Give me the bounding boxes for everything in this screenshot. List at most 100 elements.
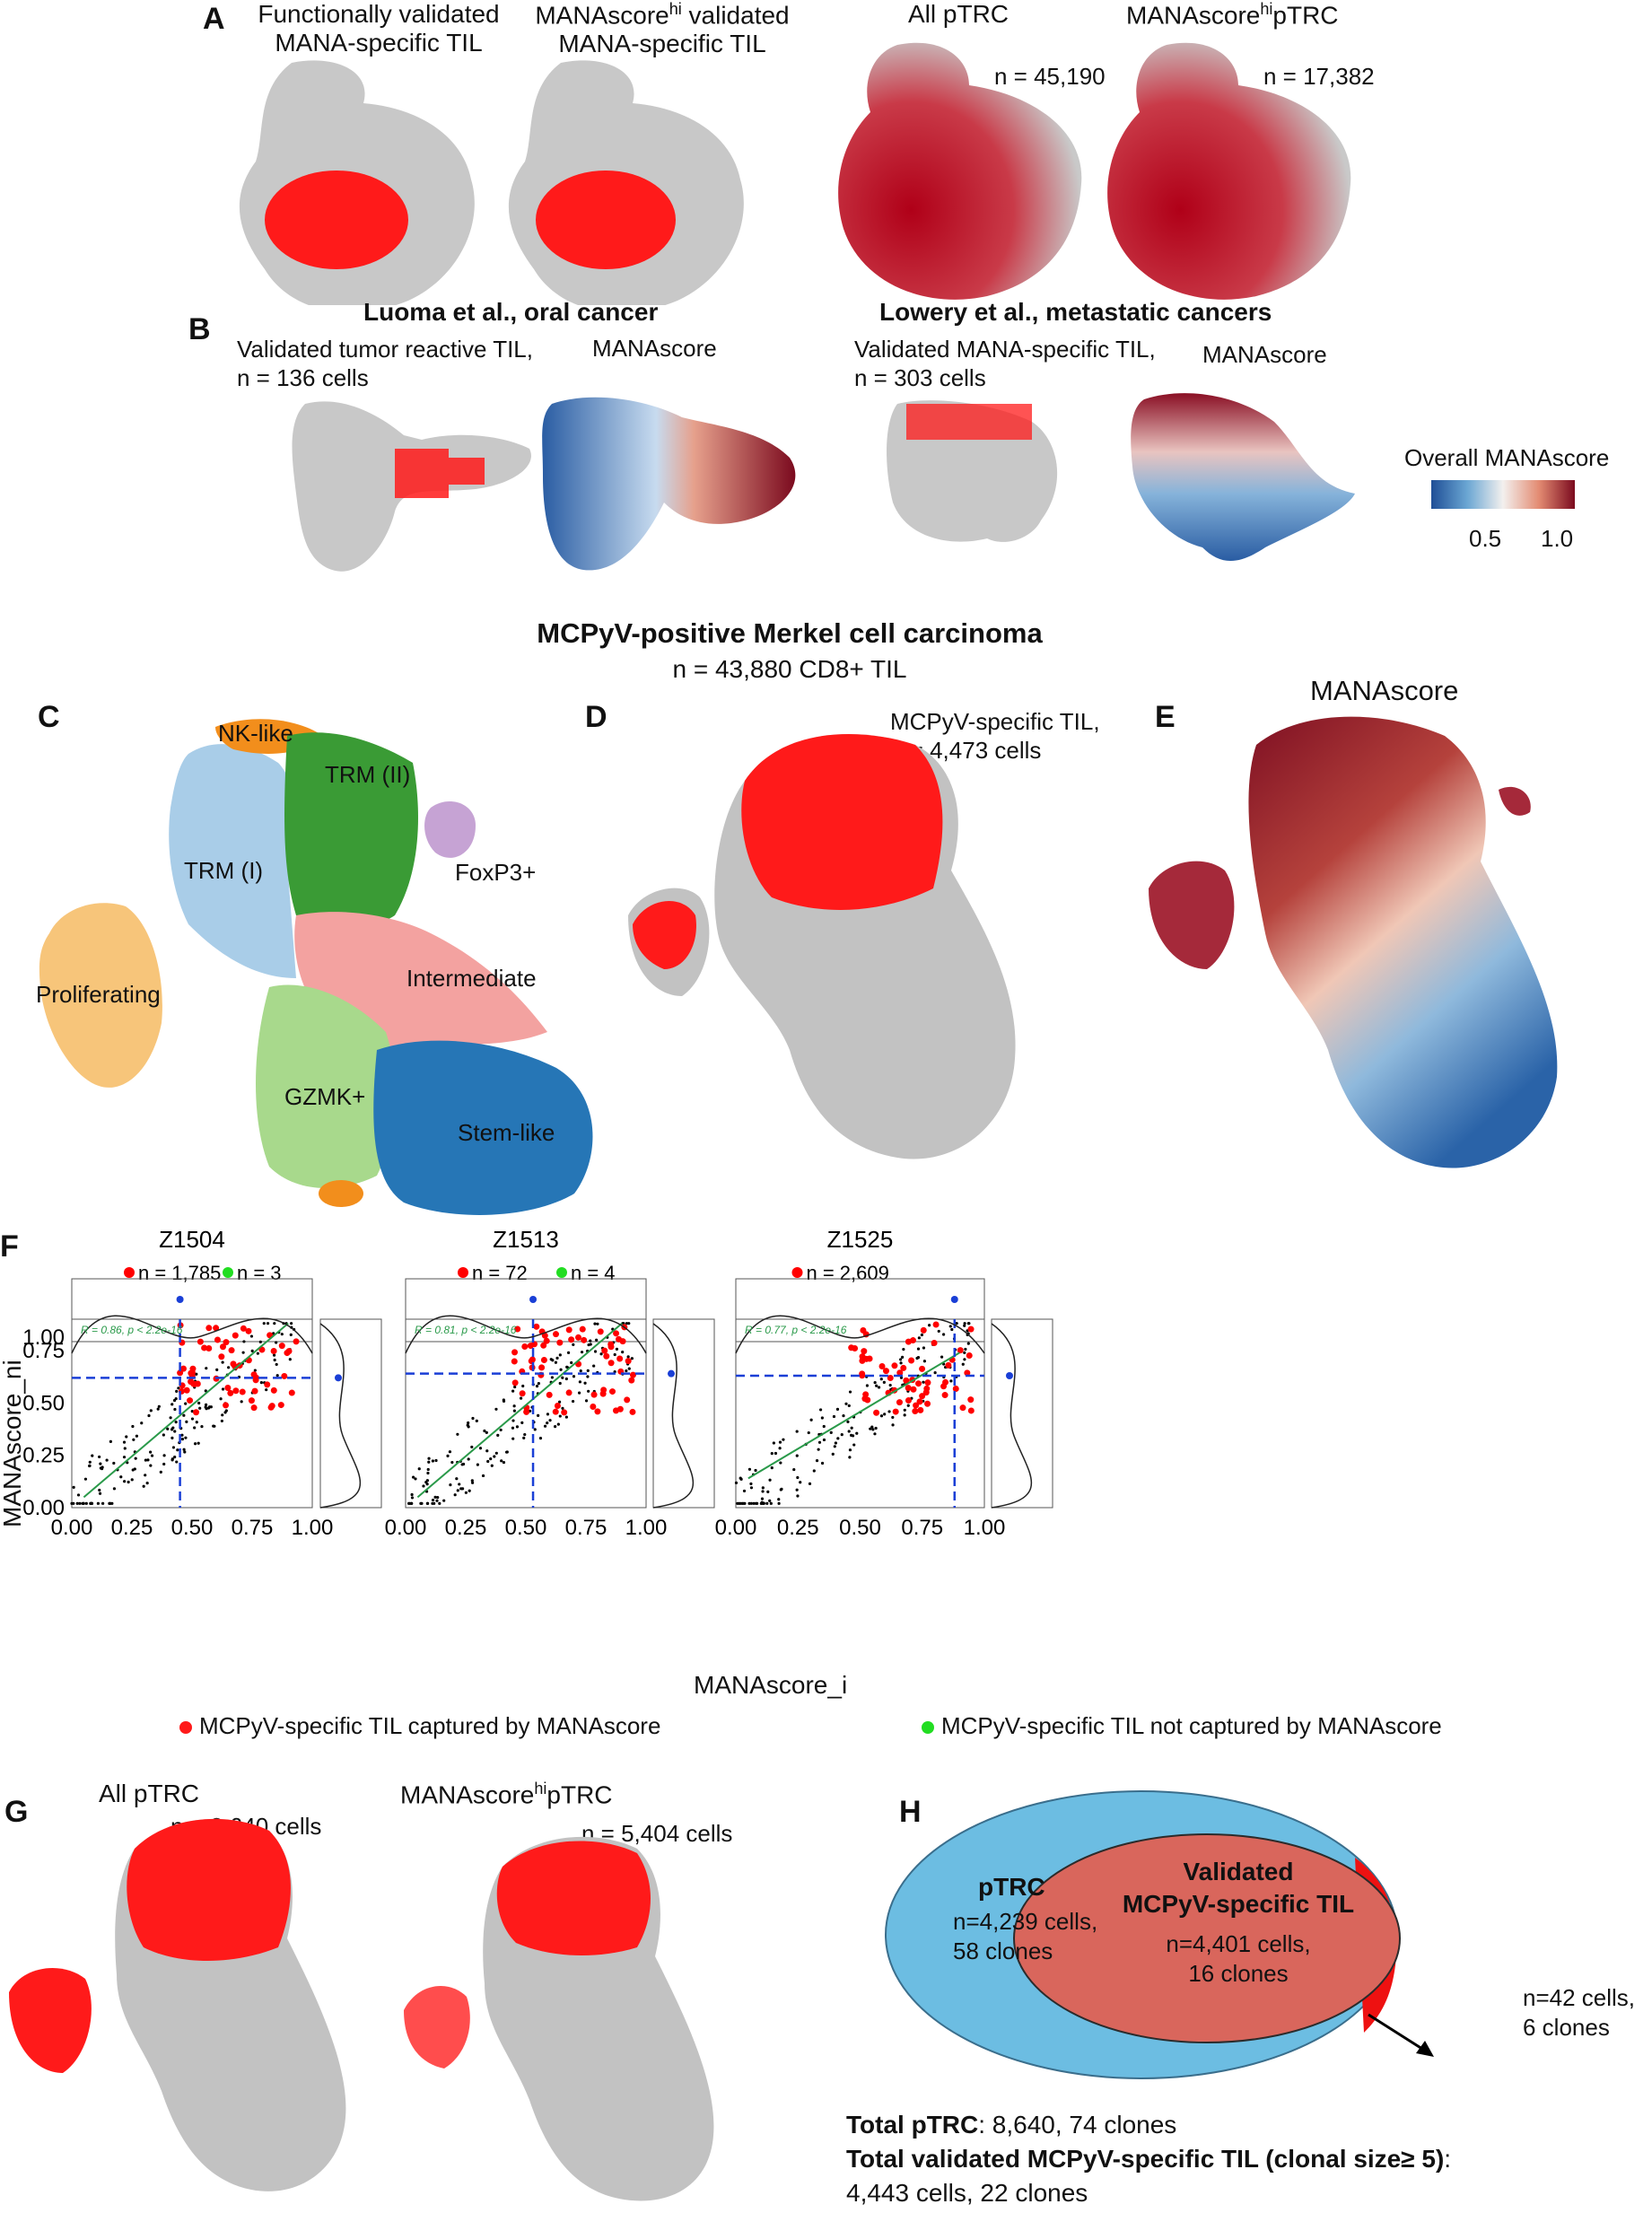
- f-side-density-box-1: [652, 1318, 715, 1509]
- f-point-other: [822, 1424, 826, 1429]
- f-point-other: [132, 1438, 135, 1441]
- f-point-other: [849, 1433, 853, 1437]
- f-point-other: [967, 1322, 971, 1325]
- f-point-captured: [916, 1398, 923, 1405]
- f-point-other: [190, 1417, 195, 1421]
- f-point-other: [782, 1438, 785, 1441]
- f-point-captured: [270, 1347, 277, 1354]
- legend-captured-marker: [179, 1721, 192, 1734]
- f-point-other: [865, 1384, 870, 1387]
- f-point-other: [869, 1427, 872, 1430]
- f-point-other: [170, 1428, 174, 1431]
- f-annotation-2: R = 0.77, p < 2.2e-16: [745, 1324, 847, 1336]
- cluster-gzmk: GZMK+: [284, 1083, 366, 1110]
- f-point-captured: [859, 1353, 866, 1360]
- f-point-other: [197, 1401, 201, 1405]
- g2-sup: hi: [534, 1780, 547, 1798]
- f-point-other: [88, 1464, 92, 1468]
- f-point-other: [422, 1484, 425, 1488]
- f-point-captured: [538, 1364, 546, 1371]
- h-outside-counts: n=42 cells, 6 clones: [1523, 1983, 1635, 2042]
- f-point-captured: [966, 1351, 973, 1359]
- f-point-other: [170, 1436, 174, 1439]
- panel-label-e: E: [1155, 700, 1176, 734]
- t2-post: validated: [681, 1, 790, 30]
- f-xtick-1-4: 1.00: [625, 1516, 668, 1540]
- f-point-other: [963, 1324, 966, 1327]
- f-point-other: [70, 1501, 74, 1505]
- f-point-other: [796, 1475, 800, 1480]
- f-point-other: [627, 1322, 631, 1325]
- f-point-other: [831, 1452, 835, 1456]
- f-point-other: [471, 1416, 475, 1421]
- panel-a-n-4: n = 17,382: [1263, 63, 1375, 90]
- f-point-captured: [942, 1378, 949, 1386]
- arrow-head: [1416, 2041, 1434, 2057]
- f-point-other: [587, 1389, 590, 1393]
- h-total-ptrc: Total pTRC: 8,640, 74 clones: [846, 2111, 1176, 2139]
- f-point-captured: [919, 1365, 926, 1372]
- f-point-other: [852, 1443, 856, 1447]
- f-point-other: [937, 1329, 940, 1334]
- f-point-captured: [553, 1331, 560, 1338]
- f-point-other: [586, 1369, 590, 1372]
- f-point-other: [820, 1461, 825, 1465]
- f-point-other: [774, 1451, 778, 1456]
- f-point-captured: [565, 1326, 573, 1334]
- f-point-captured: [603, 1352, 610, 1360]
- f-point-other: [289, 1333, 293, 1337]
- f-point-other: [123, 1447, 127, 1450]
- h-total-val-bold: Total validated MCPyV-specific TIL (clon…: [846, 2145, 1445, 2173]
- f-point-other: [185, 1420, 188, 1423]
- f-point-other: [915, 1356, 919, 1360]
- f-point-captured: [227, 1389, 234, 1396]
- f-point-other: [494, 1451, 498, 1455]
- f-point-other: [882, 1380, 886, 1384]
- f-density-dot-1: [529, 1296, 538, 1303]
- f-point-other: [578, 1380, 582, 1384]
- f-point-other: [891, 1415, 895, 1420]
- f-point-other: [848, 1448, 852, 1452]
- f-point-other: [835, 1407, 840, 1411]
- f-point-other: [772, 1441, 775, 1445]
- f-point-captured: [905, 1385, 912, 1392]
- f-point-captured: [540, 1357, 547, 1364]
- f-ytick-1: 0.25: [22, 1444, 65, 1468]
- f-point-other: [879, 1414, 884, 1418]
- panel-h-venn: [885, 1790, 1434, 2079]
- f-xtick-0-1: 0.25: [111, 1516, 153, 1540]
- f-point-other: [964, 1347, 967, 1351]
- f-point-other: [558, 1414, 562, 1418]
- f-point-other: [481, 1474, 485, 1478]
- f-point-other: [177, 1386, 180, 1390]
- f-point-other: [122, 1440, 127, 1444]
- panel-d-umap: [628, 734, 1016, 1159]
- f-point-other: [150, 1454, 154, 1457]
- merkel-title: MCPyV-positive Merkel cell carcinoma: [537, 617, 1043, 649]
- f-point-captured: [568, 1336, 575, 1343]
- f-point-captured: [608, 1388, 616, 1395]
- f-point-other: [100, 1467, 104, 1471]
- h-validated-title: Validated MCPyV-specific TIL: [1104, 1856, 1373, 1920]
- panel-a-title-1: Functionally validated MANA-specific TIL: [235, 0, 522, 57]
- f-point-other: [807, 1430, 810, 1435]
- f-point-other: [778, 1440, 782, 1444]
- cluster-trm-ii: TRM (II): [325, 761, 411, 788]
- f-point-captured: [915, 1380, 922, 1387]
- f-point-other: [419, 1501, 423, 1505]
- f-point-captured: [924, 1400, 931, 1407]
- panel-a-title-1-line1: Functionally validated: [258, 0, 500, 28]
- f-point-captured: [270, 1386, 277, 1394]
- f-point-other: [147, 1413, 151, 1418]
- f-point-captured: [277, 1402, 284, 1409]
- f-point-other: [82, 1501, 85, 1505]
- f-point-other: [596, 1322, 599, 1325]
- f-point-other: [903, 1408, 906, 1412]
- f-point-captured: [511, 1349, 519, 1356]
- f-point-other: [280, 1333, 284, 1336]
- f-point-other: [922, 1346, 926, 1350]
- f-point-other: [166, 1427, 170, 1430]
- f-point-other: [747, 1467, 752, 1471]
- f-point-captured: [214, 1336, 221, 1343]
- f-point-other: [583, 1381, 587, 1385]
